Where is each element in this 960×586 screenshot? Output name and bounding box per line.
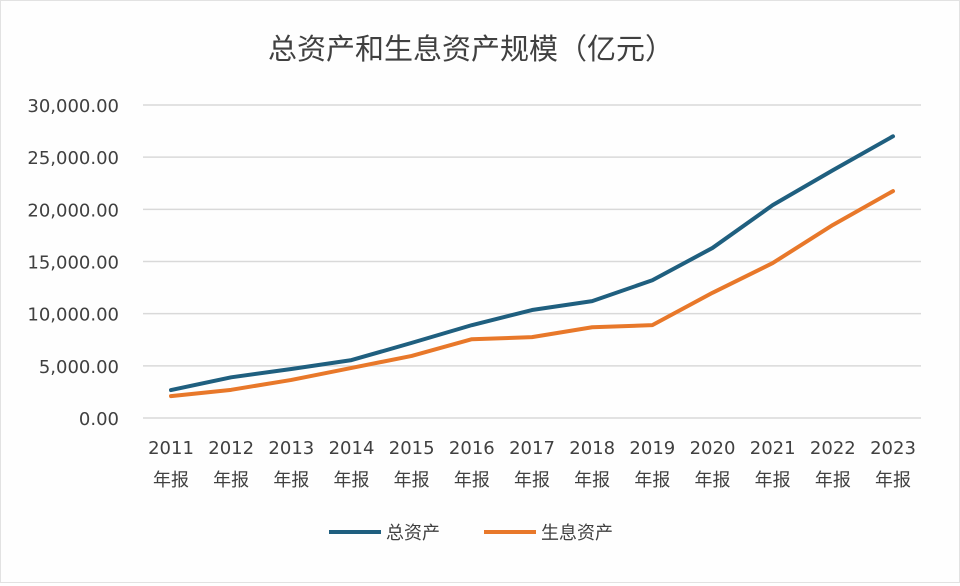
y-tick-label: 30,000.00 bbox=[27, 96, 119, 117]
x-tick-label: 2012 bbox=[208, 438, 254, 459]
x-tick-label-suffix: 年报 bbox=[875, 470, 911, 491]
legend-label: 生息资产 bbox=[541, 523, 613, 544]
x-tick-label-suffix: 年报 bbox=[755, 470, 791, 491]
y-tick-label: 5,000.00 bbox=[39, 357, 119, 378]
x-tick-label: 2022 bbox=[810, 438, 856, 459]
series-line-0 bbox=[171, 136, 893, 390]
x-tick-label-suffix: 年报 bbox=[394, 470, 430, 491]
x-tick-label: 2018 bbox=[569, 438, 615, 459]
x-tick-label: 2016 bbox=[449, 438, 495, 459]
y-tick-label: 15,000.00 bbox=[27, 253, 119, 274]
x-tick-label: 2013 bbox=[268, 438, 314, 459]
y-tick-label: 25,000.00 bbox=[27, 148, 119, 169]
legend-label: 总资产 bbox=[386, 523, 440, 544]
x-tick-label: 2014 bbox=[329, 438, 375, 459]
x-tick-label-suffix: 年报 bbox=[514, 470, 550, 491]
x-tick-label: 2015 bbox=[389, 438, 435, 459]
x-tick-label-suffix: 年报 bbox=[815, 470, 851, 491]
chart-title: 总资产和生息资产规模（亿元） bbox=[268, 32, 674, 66]
x-tick-label: 2023 bbox=[870, 438, 916, 459]
x-tick-label: 2011 bbox=[148, 438, 194, 459]
x-tick-label-suffix: 年报 bbox=[454, 470, 490, 491]
x-tick-label-suffix: 年报 bbox=[273, 470, 309, 491]
y-tick-label: 0.00 bbox=[79, 409, 119, 430]
x-tick-label: 2021 bbox=[750, 438, 796, 459]
x-tick-label-suffix: 年报 bbox=[213, 470, 249, 491]
y-tick-label: 10,000.00 bbox=[27, 305, 119, 326]
x-tick-label: 2017 bbox=[509, 438, 555, 459]
x-tick-label-suffix: 年报 bbox=[153, 470, 189, 491]
x-tick-label-suffix: 年报 bbox=[695, 470, 731, 491]
x-tick-label: 2019 bbox=[629, 438, 675, 459]
x-tick-label-suffix: 年报 bbox=[574, 470, 610, 491]
x-tick-label: 2020 bbox=[690, 438, 736, 459]
y-tick-label: 20,000.00 bbox=[27, 200, 119, 221]
x-tick-label-suffix: 年报 bbox=[334, 470, 370, 491]
x-tick-label-suffix: 年报 bbox=[634, 470, 670, 491]
